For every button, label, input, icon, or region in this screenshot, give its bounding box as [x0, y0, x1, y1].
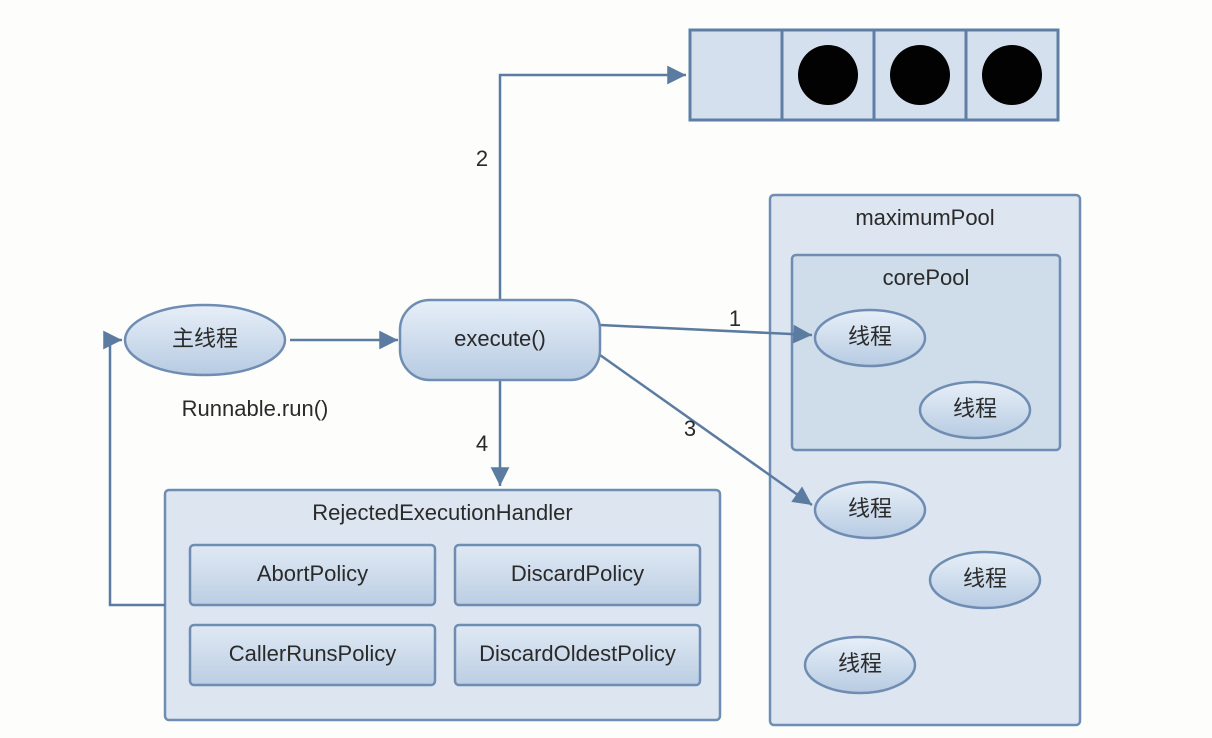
discard-label: DiscardPolicy [511, 561, 644, 586]
edge-execute-to-max-label: 3 [684, 416, 696, 441]
edge-execute-to-core-label: 1 [729, 306, 741, 331]
thread2-label: 线程 [953, 396, 997, 421]
caller-label: CallerRunsPolicy [229, 641, 397, 666]
execute-node-label: execute() [454, 326, 546, 351]
task-queue-dot-1 [798, 45, 858, 105]
task-queue-dot-2 [890, 45, 950, 105]
maximum-pool-title: maximumPool [855, 205, 994, 230]
core_pool-title: corePool [883, 265, 970, 290]
edge-execute-to-queue [500, 75, 686, 300]
rejected-handler-title: RejectedExecutionHandler [312, 500, 573, 525]
runnable-run-label: Runnable.run() [182, 396, 329, 421]
thread3-label: 线程 [848, 496, 892, 521]
thread5-label: 线程 [838, 651, 882, 676]
oldest-label: DiscardOldestPolicy [479, 641, 676, 666]
edge-rejected-to-main [110, 340, 165, 605]
edge-execute-to-queue-label: 2 [476, 146, 488, 171]
thread1-label: 线程 [848, 324, 892, 349]
task-queue-dot-3 [982, 45, 1042, 105]
thread4-label: 线程 [963, 566, 1007, 591]
abort-label: AbortPolicy [257, 561, 368, 586]
diagram-canvas: maximumPoolcorePool线程线程线程线程线程RejectedExe… [0, 0, 1212, 738]
main-thread-label: 主线程 [172, 326, 238, 351]
edge-execute-to-rejected-label: 4 [476, 431, 488, 456]
task-queue-cell-0 [690, 30, 782, 120]
